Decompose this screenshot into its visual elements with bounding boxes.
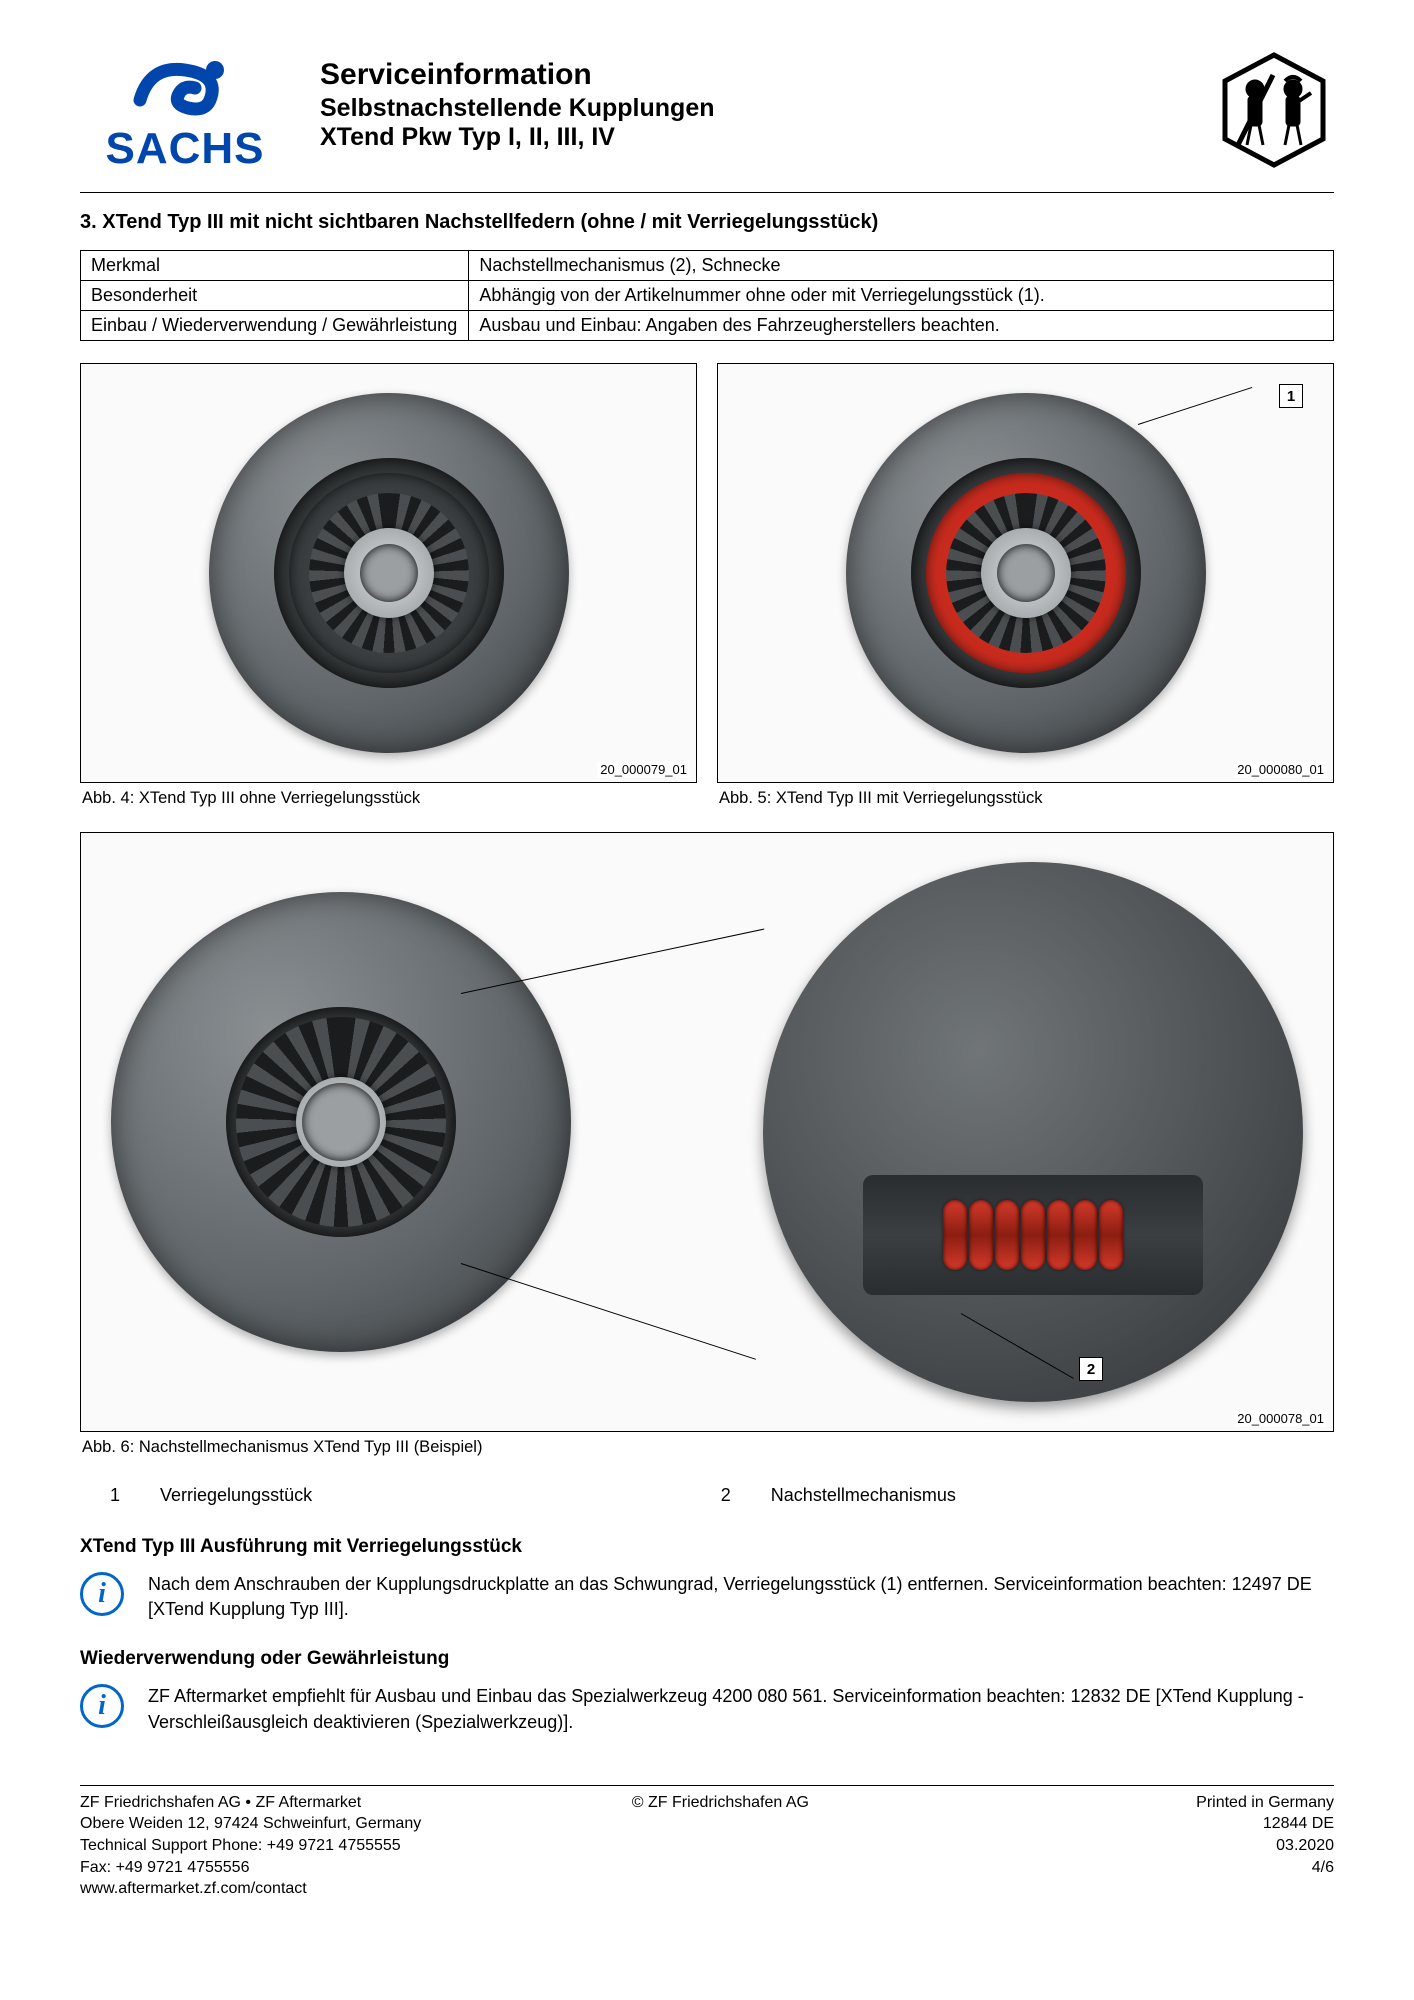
figure-row-top: 20_000079_01 Abb. 4: XTend Typ III ohne … <box>80 363 1334 826</box>
figure-6-block: 2 20_000078_01 Abb. 6: Nachstellmechanis… <box>80 832 1334 1457</box>
legend-label: Nachstellmechanismus <box>771 1485 956 1506</box>
clutch-bore <box>360 544 418 602</box>
section-heading: 3. XTend Typ III mit nicht sichtbaren Na… <box>80 211 1334 234</box>
figure-5: 1 20_000080_01 <box>717 363 1334 783</box>
footer-address: Obere Weiden 12, 97424 Schweinfurt, Germ… <box>80 1813 632 1835</box>
legend-item: 2 Nachstellmechanismus <box>721 1485 956 1506</box>
title-main: Serviceinformation <box>320 58 1184 92</box>
figure-6: 2 20_000078_01 <box>80 832 1334 1432</box>
clutch-illustration <box>846 393 1206 753</box>
clutch-illustration <box>209 393 569 753</box>
footer-col2: © ZF Friedrichshafen AG <box>632 1792 1008 1900</box>
clutch-bore <box>302 1083 380 1161</box>
subheading-2: Wiederverwendung oder Gewährleistung <box>80 1648 1334 1670</box>
clutch-bore <box>997 544 1055 602</box>
page-footer: ZF Friedrichshafen AG • ZF Aftermarket O… <box>80 1785 1334 1900</box>
table-row: Merkmal Nachstellmechanismus (2), Schnec… <box>81 251 1334 281</box>
spec-label: Einbau / Wiederverwendung / Gewährleistu… <box>81 311 469 341</box>
figure-4-caption: Abb. 4: XTend Typ III ohne Verriegelungs… <box>82 789 697 808</box>
spring-coil <box>1047 1200 1071 1270</box>
info-text: ZF Aftermarket empfiehlt für Ausbau und … <box>148 1684 1334 1734</box>
logo-text: SACHS <box>105 124 264 174</box>
professional-warning-icon <box>1214 50 1334 170</box>
spec-table-body: Merkmal Nachstellmechanismus (2), Schnec… <box>81 251 1334 341</box>
title-sub2: XTend Pkw Typ I, II, III, IV <box>320 123 1184 152</box>
info-icon: i <box>80 1572 124 1616</box>
figure-code: 20_000080_01 <box>1234 761 1327 778</box>
footer-page: 4/6 <box>1008 1857 1334 1879</box>
spring-coil <box>995 1200 1019 1270</box>
footer-col3: Printed in Germany 12844 DE 03.2020 4/6 <box>1008 1792 1334 1900</box>
legend-num: 1 <box>110 1485 130 1506</box>
legend-item: 1 Verriegelungsstück <box>110 1485 661 1506</box>
spring-coil <box>1073 1200 1097 1270</box>
header-titles: Serviceinformation Selbstnachstellende K… <box>320 50 1184 152</box>
callout-2: 2 <box>1079 1357 1103 1381</box>
callout-1: 1 <box>1279 384 1303 408</box>
footer-col1: ZF Friedrichshafen AG • ZF Aftermarket O… <box>80 1792 632 1900</box>
spec-value: Ausbau und Einbau: Angaben des Fahrzeugh… <box>469 311 1334 341</box>
legend: 1 Verriegelungsstück 2 Nachstellmechanis… <box>110 1485 1334 1506</box>
spring-coil <box>1021 1200 1045 1270</box>
info-text: Nach dem Anschrauben der Kupplungsdruckp… <box>148 1572 1334 1622</box>
footer-copyright: © ZF Friedrichshafen AG <box>632 1792 1008 1814</box>
legend-label: Verriegelungsstück <box>160 1485 312 1506</box>
figure-code: 20_000079_01 <box>597 761 690 778</box>
figure-6-caption: Abb. 6: Nachstellmechanismus XTend Typ I… <box>82 1438 1334 1457</box>
footer-url: www.aftermarket.zf.com/contact <box>80 1878 632 1900</box>
spring-area <box>863 1175 1203 1295</box>
page-header: SACHS Serviceinformation Selbstnachstell… <box>80 50 1334 174</box>
footer-docnum: 12844 DE <box>1008 1813 1334 1835</box>
spring-coil <box>1099 1200 1123 1270</box>
spec-table: Merkmal Nachstellmechanismus (2), Schnec… <box>80 250 1334 341</box>
legend-num: 2 <box>721 1485 741 1506</box>
table-row: Besonderheit Abhängig von der Artikelnum… <box>81 281 1334 311</box>
info-row: i ZF Aftermarket empfiehlt für Ausbau un… <box>80 1684 1334 1734</box>
spec-value: Abhängig von der Artikelnummer ohne oder… <box>469 281 1334 311</box>
clutch-big <box>111 892 571 1352</box>
figure-5-caption: Abb. 5: XTend Typ III mit Verriegelungss… <box>719 789 1334 808</box>
footer-fax: Fax: +49 9721 4755556 <box>80 1857 632 1879</box>
figure-4: 20_000079_01 <box>80 363 697 783</box>
spring-coil <box>943 1200 967 1270</box>
spring-coil <box>969 1200 993 1270</box>
subheading-1: XTend Typ III Ausführung mit Verriegelun… <box>80 1536 1334 1558</box>
clutch-illustration-left <box>111 892 591 1372</box>
info-icon: i <box>80 1684 124 1728</box>
figure-code: 20_000078_01 <box>1234 1410 1327 1427</box>
logo-block: SACHS <box>80 50 290 174</box>
spec-label: Merkmal <box>81 251 469 281</box>
footer-date: 03.2020 <box>1008 1835 1334 1857</box>
sachs-logo-icon <box>120 50 250 120</box>
table-row: Einbau / Wiederverwendung / Gewährleistu… <box>81 311 1334 341</box>
info-row: i Nach dem Anschrauben der Kupplungsdruc… <box>80 1572 1334 1622</box>
header-divider <box>80 192 1334 193</box>
footer-phone: Technical Support Phone: +49 9721 475555… <box>80 1835 632 1857</box>
title-sub1: Selbstnachstellende Kupplungen <box>320 94 1184 123</box>
clutch-detail-zoom <box>763 862 1303 1402</box>
spec-value: Nachstellmechanismus (2), Schnecke <box>469 251 1334 281</box>
spec-label: Besonderheit <box>81 281 469 311</box>
footer-company: ZF Friedrichshafen AG • ZF Aftermarket <box>80 1792 632 1814</box>
figure-4-block: 20_000079_01 Abb. 4: XTend Typ III ohne … <box>80 363 697 826</box>
figure-5-block: 1 20_000080_01 Abb. 5: XTend Typ III mit… <box>717 363 1334 826</box>
footer-printed: Printed in Germany <box>1008 1792 1334 1814</box>
